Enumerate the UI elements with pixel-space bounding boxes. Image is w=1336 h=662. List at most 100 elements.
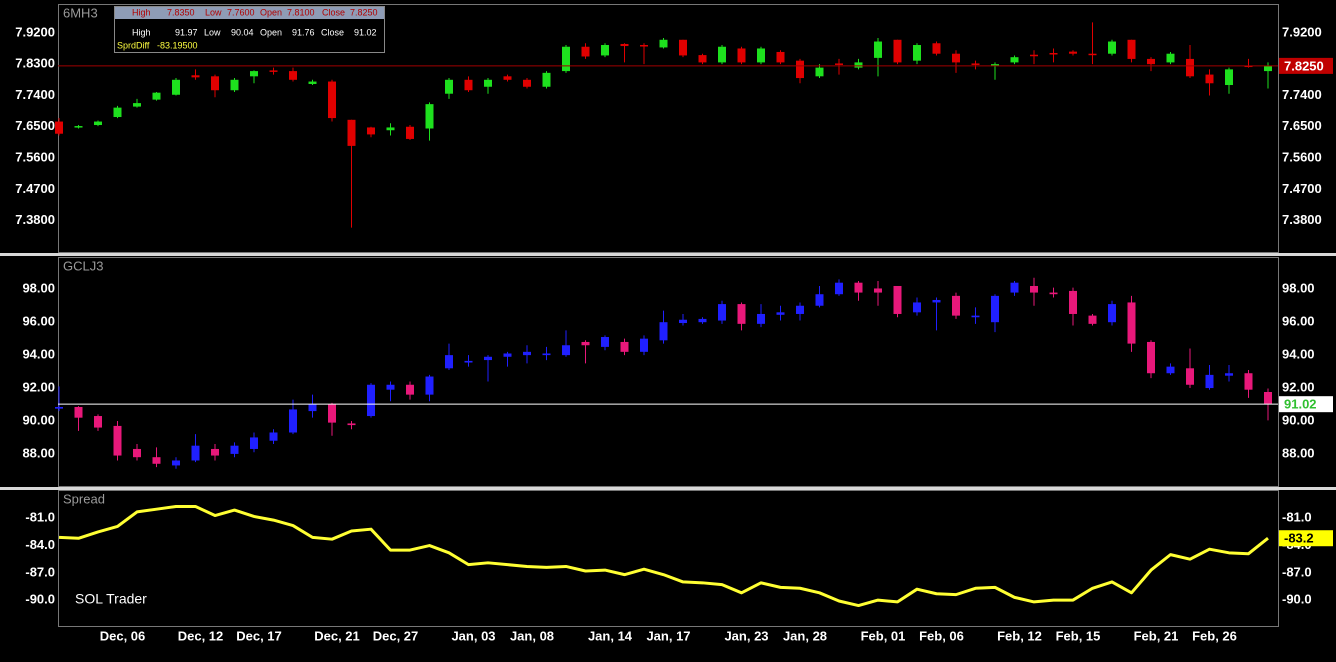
y-tick-label: 7.7400	[15, 87, 55, 102]
candle-body	[581, 341, 590, 346]
candle-body	[74, 406, 83, 418]
info-value: 7.7600	[227, 7, 255, 17]
candle-body	[172, 460, 180, 466]
candle-body	[1088, 53, 1097, 56]
candle-body	[1010, 282, 1019, 293]
x-tick-label: Feb, 21	[1134, 628, 1179, 643]
info-header	[115, 7, 384, 19]
x-tick-label: Jan, 28	[783, 628, 827, 643]
y-tick-label-right: 92.00	[1282, 379, 1315, 394]
x-tick-label: Feb, 26	[1192, 628, 1237, 643]
candle-body	[991, 64, 999, 66]
last-value-label: -83.2	[1284, 531, 1314, 546]
info-value: 7.8100	[287, 7, 315, 17]
candle-body	[854, 62, 863, 68]
candle-body	[893, 39, 902, 63]
candle-body	[581, 46, 590, 57]
candle-body	[1166, 366, 1175, 374]
candle-body	[718, 304, 726, 321]
candle-body	[718, 46, 726, 63]
candle-body	[406, 126, 414, 139]
y-tick-label-right: 7.7400	[1282, 87, 1322, 102]
candle-body	[893, 285, 902, 314]
plot-layer: 6MH37.92007.92007.83007.83007.74007.7400…	[15, 5, 1333, 643]
candle-body	[679, 319, 687, 324]
candle-body	[1030, 54, 1038, 57]
candle-body	[835, 63, 843, 65]
y-tick-label-right: 7.9200	[1282, 24, 1322, 39]
info-value: 7.8250	[350, 7, 378, 17]
candle-body	[211, 76, 219, 91]
candle-body	[542, 72, 551, 87]
y-tick-label-right: -81.0	[1282, 510, 1312, 525]
candle-body	[445, 79, 453, 94]
y-tick-label: -90.0	[25, 592, 55, 607]
candle-body	[1264, 392, 1272, 405]
candle-body	[523, 351, 531, 356]
y-tick-label-right: 7.5600	[1282, 150, 1322, 165]
candle-body	[308, 81, 317, 84]
y-tick-label: 7.6500	[15, 118, 55, 133]
info-label: Close	[322, 7, 345, 17]
candle-body	[55, 406, 63, 409]
info-value: 91.97	[175, 27, 198, 37]
y-tick-label: 7.3800	[15, 212, 55, 227]
candle-body	[74, 126, 83, 128]
candle-body	[562, 345, 570, 356]
candle-body	[113, 425, 122, 456]
candle-body	[776, 312, 785, 315]
candle-body	[932, 299, 941, 303]
candle-body	[367, 127, 375, 135]
info-label: High	[132, 7, 151, 17]
last-value-box	[1279, 396, 1333, 413]
y-tick-label: 88.00	[22, 445, 55, 460]
panel-title: Spread	[63, 491, 105, 506]
info-label: SprdDiff	[117, 40, 150, 50]
y-tick-label: -81.0	[25, 510, 55, 525]
x-tick-label: Jan, 08	[510, 628, 554, 643]
candle-body	[152, 92, 161, 100]
last-value-box	[1279, 57, 1333, 74]
candle-body	[523, 79, 531, 87]
candle-body	[659, 39, 668, 48]
info-label: Low	[205, 7, 222, 17]
candle-body	[913, 302, 921, 313]
panel-title: GCLJ3	[63, 258, 103, 273]
y-tick-label-right: 90.00	[1282, 412, 1315, 427]
last-value-label: 91.02	[1284, 397, 1317, 412]
candle-body	[386, 127, 395, 131]
candle-body	[874, 41, 882, 58]
candle-body	[1010, 57, 1019, 63]
info-value: 91.02	[354, 27, 377, 37]
candle-body	[815, 294, 824, 306]
candle-body	[679, 39, 687, 56]
candle-body	[250, 71, 258, 77]
candle-body	[1108, 41, 1116, 54]
x-tick-label: Dec, 27	[373, 628, 419, 643]
candle-body	[211, 448, 219, 456]
candle-body	[464, 79, 473, 91]
candle-body	[94, 121, 102, 126]
info-label: Open	[260, 7, 282, 17]
candle-body	[328, 81, 336, 119]
candle-body	[620, 341, 629, 352]
candle-body	[406, 384, 414, 395]
spread-line	[58, 504, 1269, 608]
y-tick-label: 98.00	[22, 281, 55, 296]
y-tick-label: 7.8300	[15, 56, 55, 71]
candle-body	[971, 315, 980, 318]
candle-body	[562, 46, 570, 72]
candle-body	[328, 404, 336, 423]
y-tick-label: 7.5600	[15, 150, 55, 165]
candle-body	[698, 318, 707, 323]
candle-body	[1205, 374, 1214, 389]
info-box: High 7.8350 Low 7.7600 Open 7.8100 Close 7.8250…	[114, 6, 385, 53]
candle-body	[425, 104, 434, 129]
info-label: Low	[204, 27, 221, 37]
candle-body	[542, 353, 551, 356]
candle-body	[464, 360, 473, 363]
y-tick-label-right: -90.0	[1282, 592, 1312, 607]
y-tick-label: 92.00	[22, 379, 55, 394]
y-tick-label: 96.00	[22, 314, 55, 329]
y-tick-label-right: 7.3800	[1282, 212, 1322, 227]
